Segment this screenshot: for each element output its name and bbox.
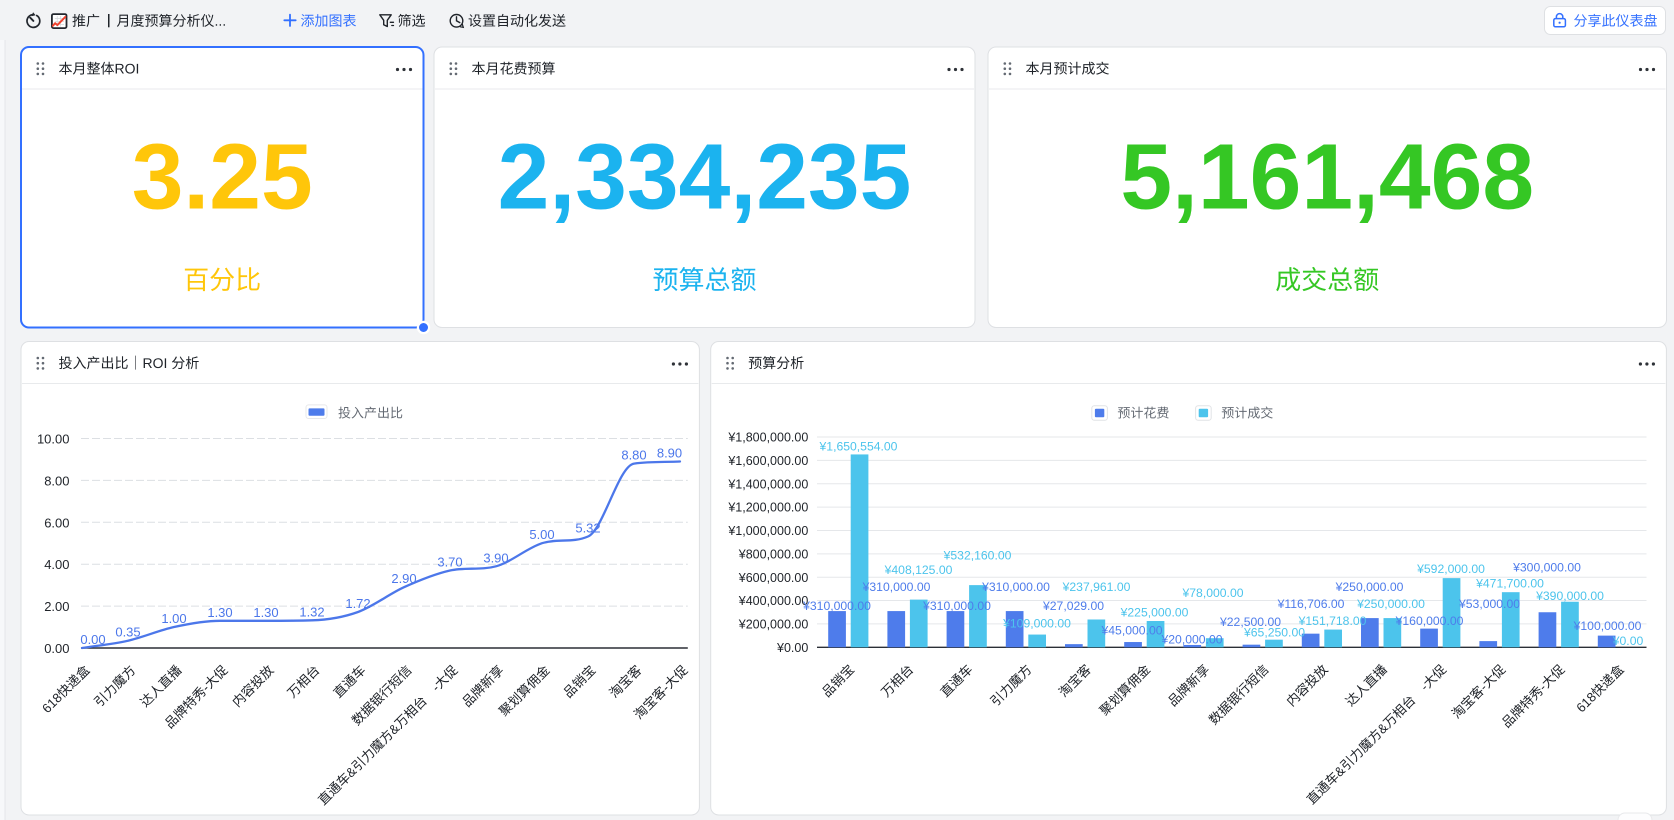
svg-text:5,161,468: 5,161,468 [1120,125,1534,229]
svg-text:¥45,000.00: ¥45,000.00 [1101,624,1163,638]
svg-text:5.32: 5.32 [575,521,600,536]
svg-text:¥78,000.00: ¥78,000.00 [1182,586,1244,600]
svg-text:¥1,600,000.00: ¥1,600,000.00 [727,454,808,468]
svg-text:¥310,000.00: ¥310,000.00 [981,580,1050,594]
svg-text:¥300,000.00: ¥300,000.00 [1512,560,1581,574]
svg-text:¥408,125.00: ¥408,125.00 [884,563,953,577]
svg-text:¥27,029.00: ¥27,029.00 [1042,599,1104,613]
svg-text:¥53,000.00: ¥53,000.00 [1458,597,1520,611]
svg-text:0.00: 0.00 [44,641,69,656]
svg-text:¥116,706.00: ¥116,706.00 [1277,597,1345,611]
svg-text:3.70: 3.70 [437,555,462,570]
svg-text:3.25: 3.25 [132,125,313,229]
svg-text:¥237,961.00: ¥237,961.00 [1062,580,1131,594]
svg-text:¥20,000.00: ¥20,000.00 [1161,633,1223,647]
svg-text:2.90: 2.90 [391,571,416,586]
svg-text:3.90: 3.90 [483,550,508,565]
svg-text:1.30: 1.30 [253,605,278,620]
svg-text:¥532,160.00: ¥532,160.00 [943,549,1012,563]
svg-text:1.00: 1.00 [161,611,186,626]
svg-text:6.00: 6.00 [44,515,69,530]
svg-text:¥160,000.00: ¥160,000.00 [1395,614,1464,628]
svg-text:¥310,000.00: ¥310,000.00 [802,599,871,613]
svg-text:¥0.00: ¥0.00 [1612,634,1644,648]
svg-text:¥100,000.00: ¥100,000.00 [1573,619,1642,633]
svg-text:¥109,000.00: ¥109,000.00 [1002,617,1071,631]
svg-text:¥151,718.00: ¥151,718.00 [1298,614,1367,628]
svg-text:¥225,000.00: ¥225,000.00 [1120,606,1189,620]
svg-text:¥0.00: ¥0.00 [776,641,808,655]
svg-text:¥1,650,554.00: ¥1,650,554.00 [819,439,898,453]
svg-text:8.00: 8.00 [44,473,69,488]
svg-text:¥592,000.00: ¥592,000.00 [1416,562,1485,576]
svg-text:¥22,500.00: ¥22,500.00 [1219,615,1281,629]
svg-text:4.00: 4.00 [44,557,69,572]
svg-text:2.00: 2.00 [44,599,69,614]
svg-text:1.32: 1.32 [299,604,324,619]
svg-text:2,334,235: 2,334,235 [498,125,912,229]
svg-text:8.90: 8.90 [657,446,682,461]
svg-text:1.30: 1.30 [207,605,232,620]
svg-text:¥800,000.00: ¥800,000.00 [738,547,809,561]
svg-text:¥310,000.00: ¥310,000.00 [922,599,991,613]
svg-text:¥250,000.00: ¥250,000.00 [1356,597,1425,611]
svg-text:5.00: 5.00 [529,527,554,542]
svg-text:¥1,200,000.00: ¥1,200,000.00 [727,501,808,515]
svg-text:¥390,000.00: ¥390,000.00 [1535,589,1604,603]
svg-text:¥600,000.00: ¥600,000.00 [738,571,809,585]
svg-text:¥1,400,000.00: ¥1,400,000.00 [727,477,808,491]
svg-text:¥1,800,000.00: ¥1,800,000.00 [727,431,808,445]
svg-text:¥400,000.00: ¥400,000.00 [738,594,809,608]
svg-text:1.72: 1.72 [345,596,370,611]
svg-text:¥1,000,000.00: ¥1,000,000.00 [727,524,808,538]
svg-text:¥310,000.00: ¥310,000.00 [862,580,931,594]
svg-text:0.35: 0.35 [115,625,140,640]
svg-text:0.00: 0.00 [80,632,105,647]
svg-text:¥250,000.00: ¥250,000.00 [1335,580,1404,594]
svg-text:10.00: 10.00 [37,432,70,447]
svg-text:¥65,250.00: ¥65,250.00 [1243,626,1305,640]
svg-text:¥200,000.00: ¥200,000.00 [738,618,809,632]
svg-text:8.80: 8.80 [621,448,646,463]
svg-text:¥471,700.00: ¥471,700.00 [1475,576,1544,590]
